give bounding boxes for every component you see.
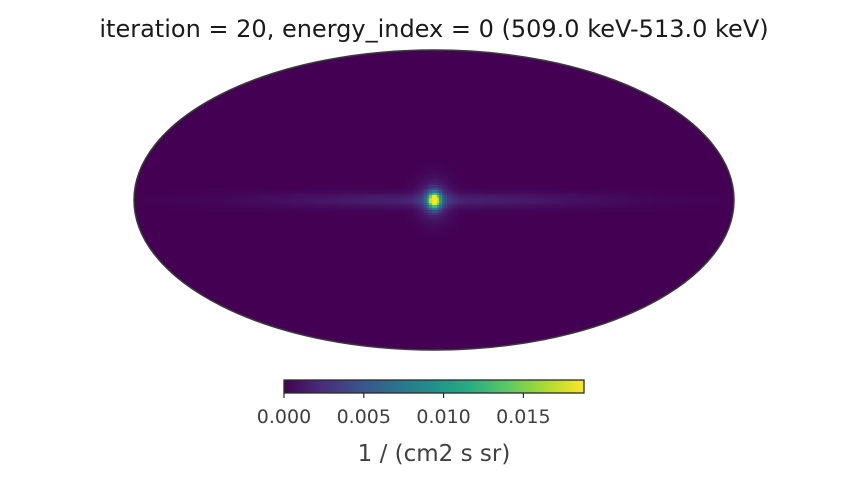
sky-map-pixels [134, 50, 734, 350]
colorbar-tick-label: 0.015 [496, 406, 550, 428]
colorbar-tick-label: 0.000 [257, 406, 311, 428]
sky-map-border [133, 49, 735, 351]
colorbar-tick-label: 0.010 [416, 406, 470, 428]
colorbar-ticks: 0.000 0.005 0.010 0.015 [257, 393, 551, 428]
colorbar-frame [283, 379, 585, 394]
sky-map [133, 49, 735, 351]
colorbar-tick-label: 0.005 [337, 406, 391, 428]
colorbar: 0.000 0.005 0.010 0.015 1 / (cm2 s sr) [257, 379, 585, 467]
chart-title: iteration = 20, energy_index = 0 (509.0 … [99, 15, 768, 43]
colorbar-label: 1 / (cm2 s sr) [358, 441, 511, 467]
colorbar-gradient [284, 380, 584, 393]
